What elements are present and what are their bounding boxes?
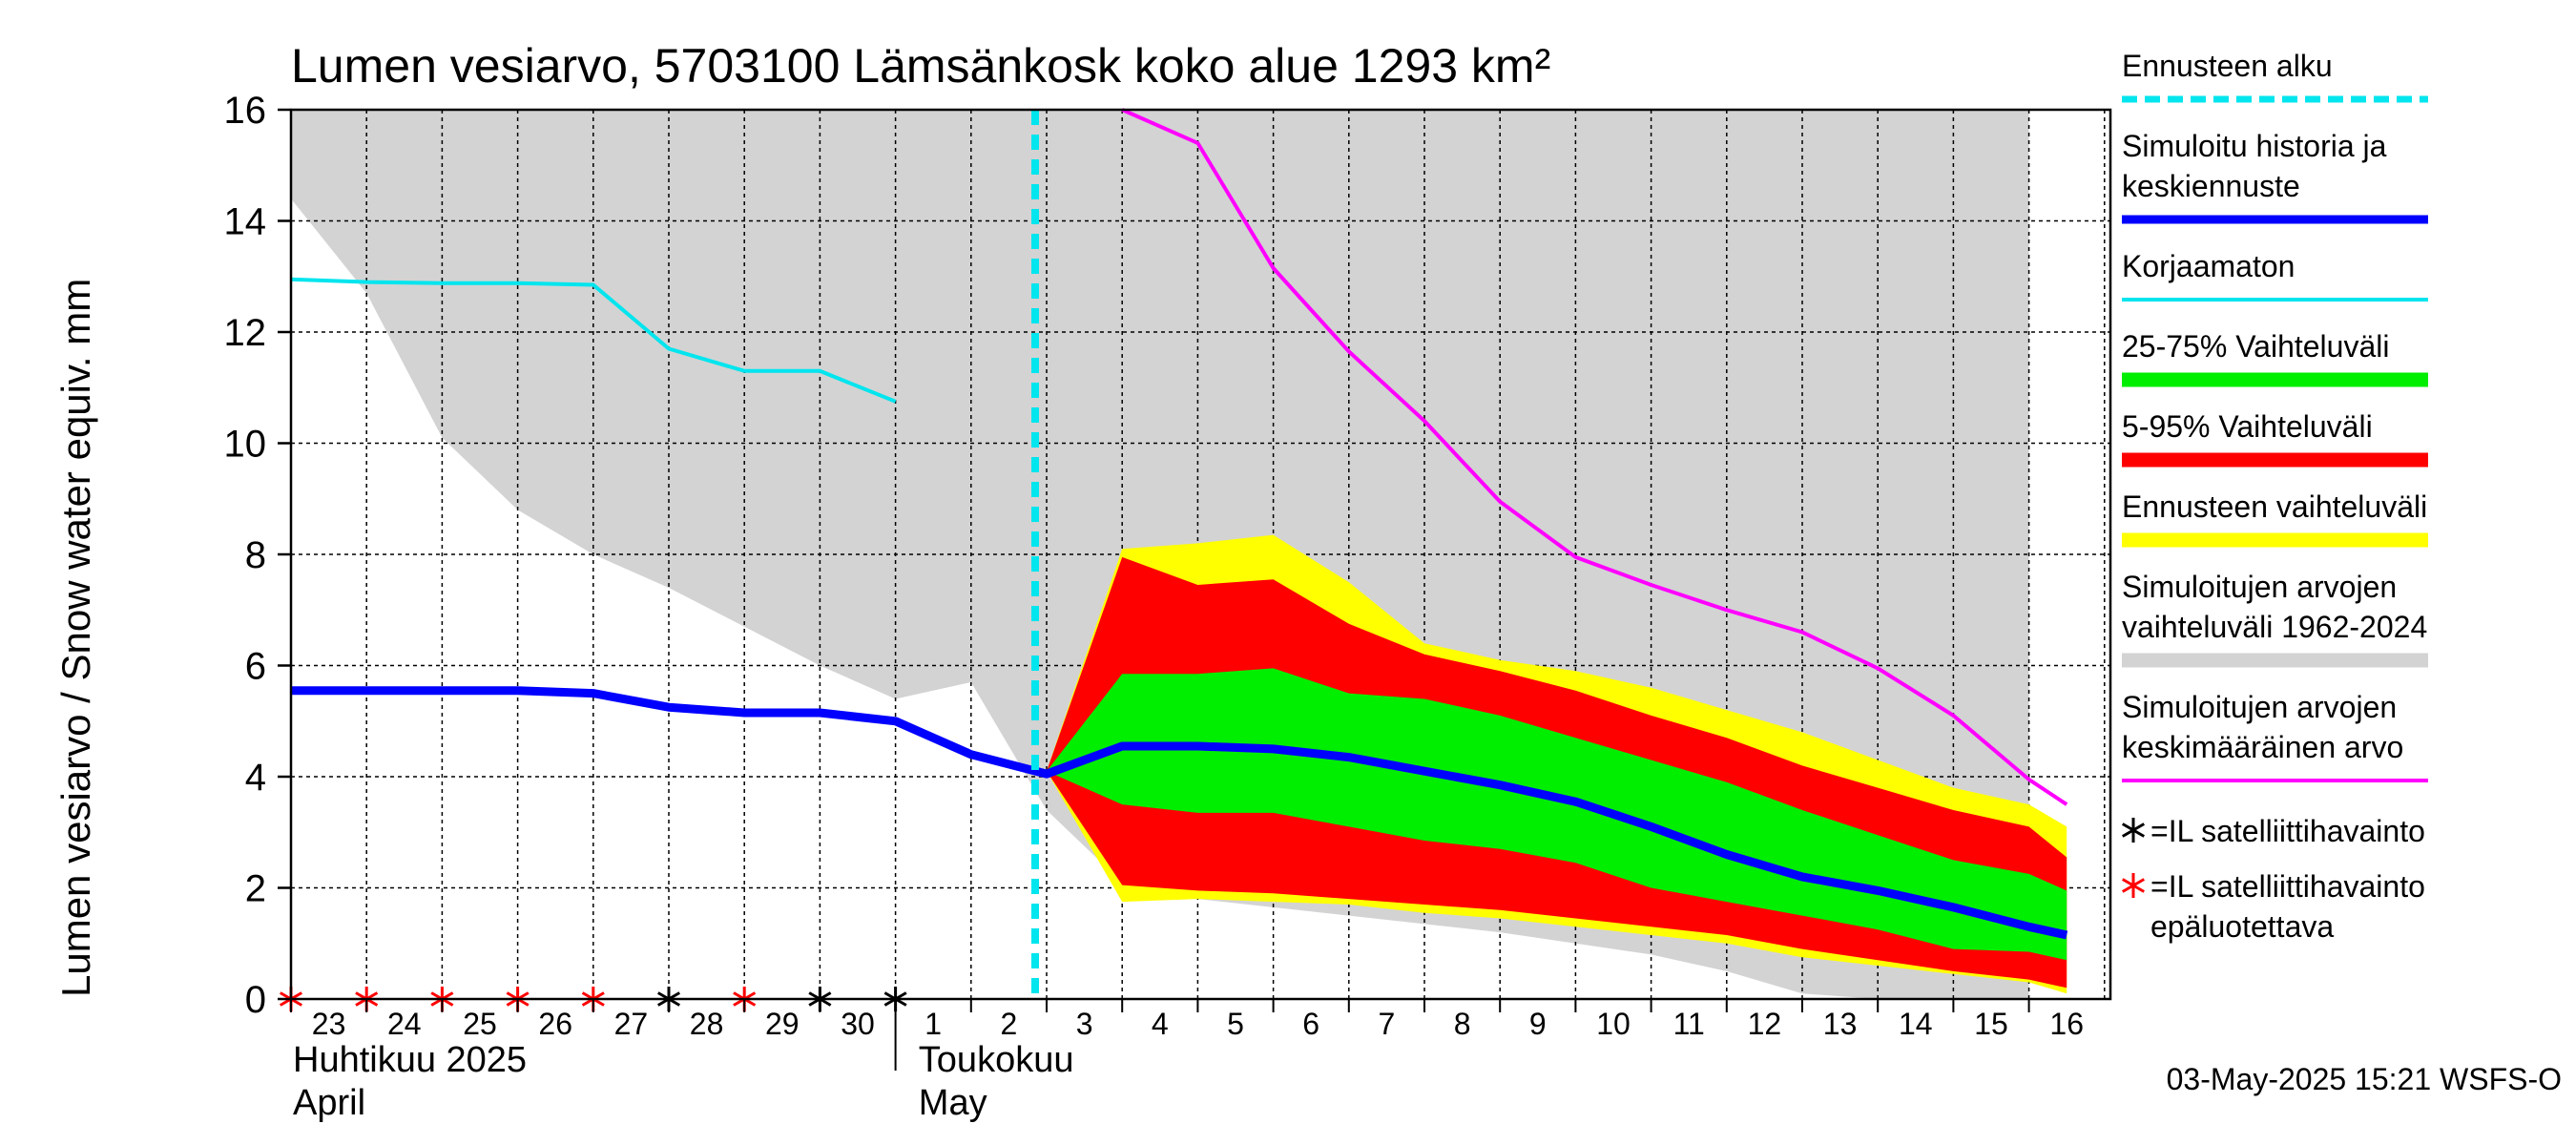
legend-item-forecast-range: Ennusteen vaihteluväli bbox=[2122, 489, 2428, 548]
legend-label: keskiennuste bbox=[2122, 169, 2300, 203]
month-label-line2: April bbox=[293, 1083, 365, 1123]
chart-title: Lumen vesiarvo, 5703100 Lämsänkosk koko … bbox=[291, 39, 1550, 93]
y-tick-label: 14 bbox=[224, 201, 267, 243]
x-tick-label: 14 bbox=[1899, 1007, 1933, 1041]
x-tick-label: 3 bbox=[1076, 1007, 1093, 1041]
legend-label: Simuloitujen arvojen bbox=[2122, 570, 2397, 604]
x-tick-label: 28 bbox=[690, 1007, 724, 1041]
legend-item-obs-ok: =IL satelliittihavainto bbox=[2121, 814, 2425, 848]
y-tick-label: 12 bbox=[224, 312, 267, 354]
x-tick-label: 7 bbox=[1379, 1007, 1396, 1041]
legend-marker-icon bbox=[2121, 818, 2146, 843]
x-tick-label: 30 bbox=[841, 1007, 875, 1041]
x-tick-label: 23 bbox=[312, 1007, 346, 1041]
x-tick-label: 29 bbox=[765, 1007, 800, 1041]
x-tick-label: 9 bbox=[1529, 1007, 1547, 1041]
y-tick-label: 6 bbox=[245, 646, 266, 688]
x-tick-label: 16 bbox=[2049, 1007, 2084, 1041]
x-tick-label: 27 bbox=[614, 1007, 649, 1041]
legend-label: 5-95% Vaihteluväli bbox=[2122, 409, 2373, 444]
y-tick-label: 8 bbox=[245, 534, 266, 576]
legend-item-hist-range: Simuloitujen arvojen vaihteluväli 1962-20… bbox=[2122, 570, 2428, 668]
legend-item-p5-95: 5-95% Vaihteluväli bbox=[2122, 409, 2428, 468]
legend-item-median: Simuloitu historia ja keskiennuste bbox=[2122, 129, 2428, 224]
uncorrected-line bbox=[290, 277, 897, 404]
y-axis-label: Lumen vesiarvo / Snow water equiv. mm bbox=[53, 279, 98, 997]
legend-label: vaihteluväli 1962-2024 bbox=[2122, 610, 2427, 644]
legend: Ennusteen alku Simuloitu historia ja keski… bbox=[2121, 49, 2428, 944]
legend-label: =IL satelliittihavainto bbox=[2150, 869, 2425, 904]
x-tick-label: 2 bbox=[1001, 1007, 1018, 1041]
p25-75-area bbox=[1047, 668, 2067, 961]
legend-label: Ennusteen vaihteluväli bbox=[2122, 489, 2427, 524]
y-axis-ticks: 0 2 4 6 8 10 12 14 16 bbox=[224, 90, 291, 1021]
legend-label: Simuloitu historia ja bbox=[2122, 129, 2387, 163]
legend-item-forecast-start: Ennusteen alku bbox=[2122, 49, 2428, 103]
x-tick-label: 1 bbox=[924, 1007, 942, 1041]
legend-label: Ennusteen alku bbox=[2122, 49, 2333, 83]
legend-item-p25-75: 25-75% Vaihteluväli bbox=[2122, 329, 2428, 387]
x-tick-label: 24 bbox=[387, 1007, 422, 1041]
y-tick-label: 16 bbox=[224, 90, 267, 132]
legend-label: keskimääräinen arvo bbox=[2122, 730, 2403, 764]
x-tick-label: 10 bbox=[1596, 1007, 1631, 1041]
legend-item-uncorrected: Korjaamaton bbox=[2122, 249, 2428, 302]
x-tick-label: 11 bbox=[1673, 1007, 1705, 1041]
legend-marker-icon bbox=[2121, 873, 2146, 898]
mean-line bbox=[1121, 108, 2068, 806]
month-label-line2: May bbox=[919, 1083, 987, 1123]
legend-label: epäluotettava bbox=[2150, 909, 2334, 944]
x-tick-label: 12 bbox=[1748, 1007, 1782, 1041]
x-tick-label: 15 bbox=[1974, 1007, 2008, 1041]
month-label-line1: Huhtikuu 2025 bbox=[293, 1040, 527, 1080]
y-tick-label: 0 bbox=[245, 979, 266, 1021]
median-line bbox=[291, 686, 2068, 940]
x-axis-ticks: 23 24 25 26 27 28 29 30 1 2 3 4 5 6 7 8 9 10 11 12 13 14 15 16 bbox=[290, 999, 2084, 1071]
x-tick-label: 4 bbox=[1152, 1007, 1169, 1041]
series-lines bbox=[290, 108, 2068, 999]
legend-label: Simuloitujen arvojen bbox=[2122, 690, 2397, 724]
y-tick-label: 2 bbox=[245, 868, 266, 910]
x-tick-label: 25 bbox=[463, 1007, 497, 1041]
legend-label: Korjaamaton bbox=[2122, 249, 2295, 283]
footer-timestamp: 03-May-2025 15:21 WSFS-O bbox=[2167, 1062, 2562, 1096]
x-tick-label: 26 bbox=[538, 1007, 572, 1041]
month-label-line1: Toukokuu bbox=[919, 1040, 1074, 1080]
x-tick-label: 6 bbox=[1302, 1007, 1319, 1041]
x-tick-label: 8 bbox=[1454, 1007, 1471, 1041]
legend-item-obs-bad: =IL satelliittihavainto epäluotettava bbox=[2121, 869, 2425, 944]
y-tick-label: 10 bbox=[224, 424, 267, 466]
y-tick-label: 4 bbox=[245, 757, 266, 799]
x-tick-label: 13 bbox=[1823, 1007, 1858, 1041]
legend-item-mean: Simuloitujen arvojen keskimääräinen arvo bbox=[2122, 690, 2428, 782]
legend-label: =IL satelliittihavainto bbox=[2150, 814, 2425, 848]
x-tick-label: 5 bbox=[1227, 1007, 1244, 1041]
legend-label: 25-75% Vaihteluväli bbox=[2122, 329, 2389, 364]
